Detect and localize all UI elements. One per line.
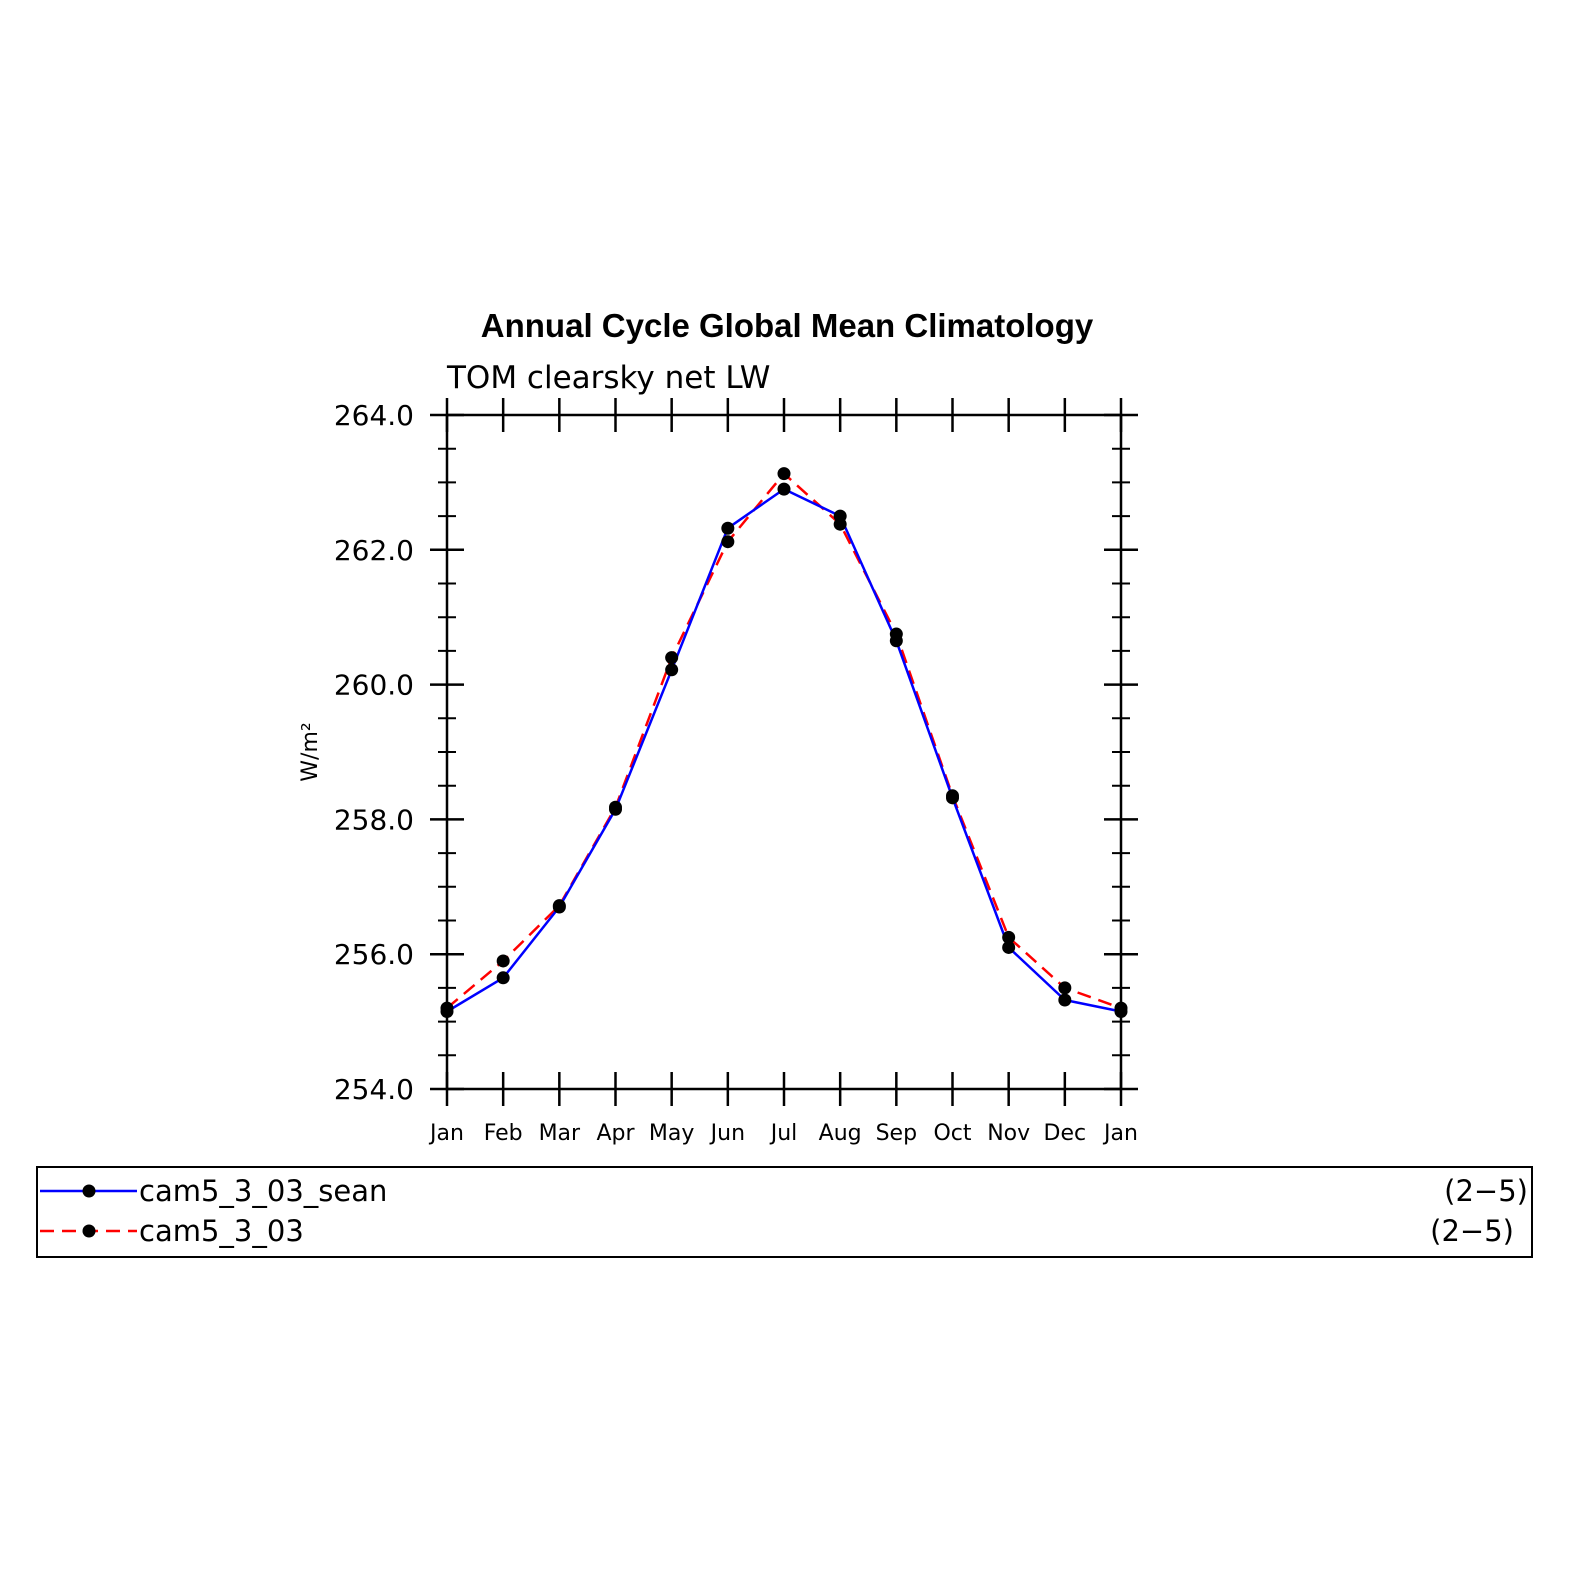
- legend-label: cam5_3_03_sean: [139, 1174, 387, 1208]
- y-tick-labels: 254.0 256.0 258.0 260.0 262.0 264.0: [334, 399, 414, 1106]
- legend-range: (2−5): [1444, 1174, 1528, 1208]
- data-point-cam5_3_03: [665, 651, 679, 665]
- series-line-cam5_3_03_sean: [446, 487, 1122, 1013]
- data-point-cam5_3_03_sean: [777, 482, 791, 496]
- data-point-cam5_3_03: [777, 467, 791, 481]
- y-axis-label: W/m²: [298, 722, 323, 781]
- x-tick-label: Sep: [876, 1121, 917, 1146]
- axis-ticks: [430, 398, 1138, 1106]
- x-tick-label: Jan: [1102, 1121, 1138, 1146]
- legend-marker: [82, 1184, 96, 1198]
- series-line-cam5_3_03: [446, 472, 1122, 1010]
- y-tick-label: 260.0: [334, 669, 414, 702]
- x-tick-label: Apr: [596, 1121, 635, 1146]
- series-lines: [446, 472, 1122, 1013]
- x-tick-label: Aug: [819, 1121, 862, 1146]
- data-point-cam5_3_03: [496, 954, 510, 968]
- legend-marker: [82, 1224, 96, 1238]
- data-point-cam5_3_03: [1002, 930, 1016, 944]
- x-tick-label: Jul: [769, 1121, 798, 1146]
- y-tick-label: 264.0: [334, 399, 414, 432]
- data-point-cam5_3_03: [1114, 1001, 1128, 1015]
- data-point-cam5_3_03: [721, 535, 735, 549]
- data-point-cam5_3_03: [889, 627, 903, 641]
- chart-subtitle: TOM clearsky net LW: [446, 360, 770, 396]
- x-tick-labels: Jan Feb Mar Apr May Jun Jul Aug Sep Oct Nov Dec Jan: [428, 1121, 1138, 1146]
- y-tick-label: 256.0: [334, 938, 414, 971]
- data-point-cam5_3_03_sean: [496, 971, 510, 985]
- data-point-cam5_3_03_sean: [665, 663, 679, 677]
- legend-box: [36, 1166, 1533, 1258]
- data-point-cam5_3_03: [552, 899, 566, 913]
- data-point-cam5_3_03: [609, 800, 622, 814]
- x-tick-label: Jan: [428, 1121, 464, 1146]
- x-tick-label: Jun: [709, 1121, 745, 1146]
- data-point-cam5_3_03_sean: [1058, 993, 1072, 1007]
- x-tick-label: Nov: [987, 1121, 1030, 1146]
- data-point-cam5_3_03: [1058, 981, 1072, 995]
- legend: cam5_3_03_sean (2−5) cam5_3_03 (2−5): [36, 1166, 1533, 1258]
- x-tick-label: Feb: [484, 1121, 523, 1146]
- y-tick-label: 254.0: [334, 1073, 414, 1106]
- chart-title: Annual Cycle Global Mean Climatology: [481, 307, 1094, 344]
- y-tick-label: 262.0: [334, 534, 414, 567]
- series-markers: [440, 467, 1128, 1018]
- x-tick-label: Oct: [933, 1121, 971, 1146]
- data-point-cam5_3_03_sean: [1002, 940, 1016, 954]
- data-point-cam5_3_03: [833, 517, 847, 531]
- y-tick-label: 258.0: [334, 803, 414, 836]
- legend-label: cam5_3_03: [139, 1214, 304, 1248]
- data-point-cam5_3_03_sean: [721, 521, 735, 535]
- legend-range: (2−5): [1430, 1214, 1514, 1248]
- x-tick-label: May: [649, 1121, 694, 1146]
- data-point-cam5_3_03: [440, 1001, 454, 1015]
- data-point-cam5_3_03: [946, 789, 959, 803]
- plot-frame: [445, 413, 1123, 1091]
- x-tick-label: Dec: [1044, 1121, 1087, 1146]
- x-tick-label: Mar: [539, 1121, 581, 1146]
